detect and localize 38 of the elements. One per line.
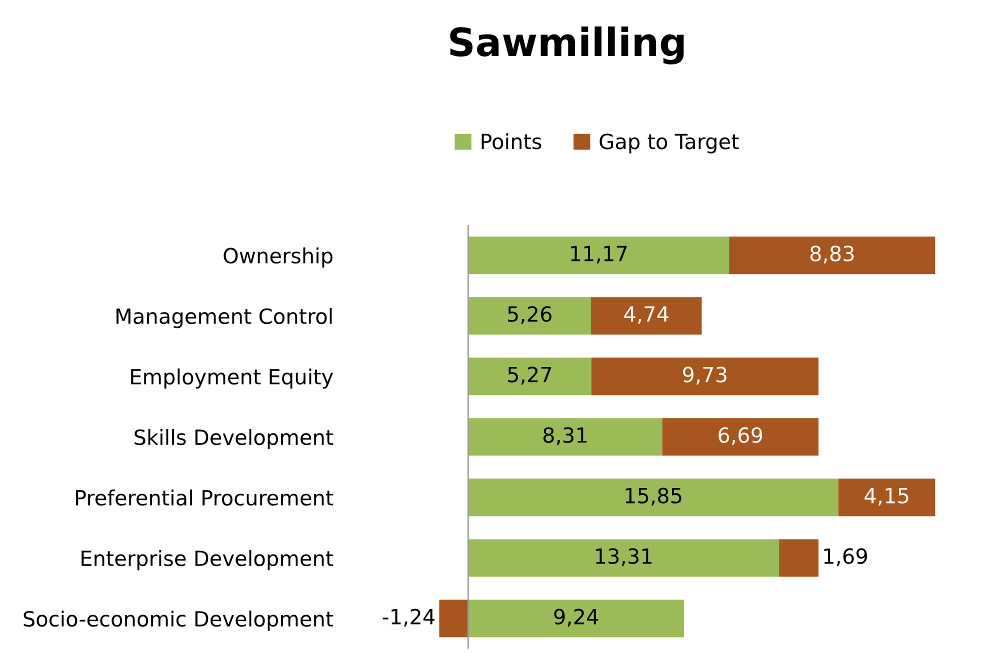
bar — [729, 236, 936, 274]
data-label: 5,27 — [508, 366, 552, 385]
bar — [591, 297, 702, 335]
data-label: 9,73 — [683, 366, 726, 385]
data-label: 13,31 — [596, 548, 652, 566]
y-tick-label: Ownership — [224, 247, 332, 268]
bar — [838, 478, 936, 516]
bar — [468, 236, 730, 274]
chart-title: Sawmilling — [450, 26, 684, 64]
data-label: 6,69 — [718, 427, 762, 446]
data-label: 4,15 — [864, 488, 908, 506]
y-tick-label: Employment Equity — [131, 368, 334, 389]
legend-label: Points — [482, 133, 542, 150]
legend-label: Gap to Target — [600, 134, 739, 154]
y-tick-label: Socio-economic Development — [24, 610, 334, 631]
bar — [439, 600, 468, 638]
data-label: 8,31 — [543, 427, 586, 446]
data-label: 4,74 — [624, 306, 668, 324]
bar — [779, 539, 819, 577]
data-label: 11,17 — [571, 246, 627, 264]
bar — [468, 539, 780, 577]
data-label: 1,69 — [824, 548, 867, 566]
data-label: 5,26 — [508, 306, 552, 324]
data-label: 15,85 — [626, 488, 682, 506]
bar — [468, 478, 838, 516]
y-tick-label: Management Control — [116, 308, 332, 328]
bar — [468, 600, 684, 638]
bar — [591, 358, 819, 396]
bar — [468, 358, 592, 396]
y-tick-label: Enterprise Development — [82, 550, 334, 570]
y-tick-label: Skills Development — [134, 429, 334, 450]
bar — [468, 297, 592, 335]
data-label: -1,24 — [382, 608, 435, 627]
data-label: 8,83 — [810, 246, 854, 264]
bar — [468, 418, 662, 456]
data-label: 9,24 — [554, 608, 598, 627]
bar — [662, 418, 819, 456]
y-tick-label: Preferential Procurement — [76, 490, 334, 506]
